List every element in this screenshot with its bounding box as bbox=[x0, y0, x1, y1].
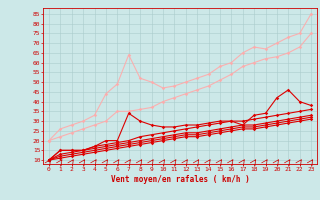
X-axis label: Vent moyen/en rafales ( km/h ): Vent moyen/en rafales ( km/h ) bbox=[111, 175, 249, 184]
